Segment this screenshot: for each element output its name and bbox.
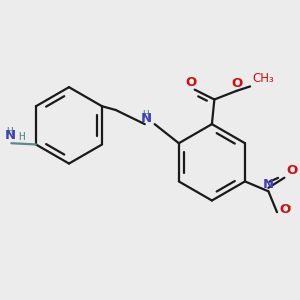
Text: O: O <box>279 203 290 216</box>
Text: ⁻: ⁻ <box>285 204 291 214</box>
Text: H: H <box>142 110 149 120</box>
Text: O: O <box>231 77 242 90</box>
Text: H: H <box>7 127 14 137</box>
Text: CH₃: CH₃ <box>252 72 274 86</box>
Text: H: H <box>18 132 25 142</box>
Text: N: N <box>263 178 274 191</box>
Text: O: O <box>287 164 298 177</box>
Text: N: N <box>140 112 152 124</box>
Text: O: O <box>185 76 196 88</box>
Text: N: N <box>4 129 16 142</box>
